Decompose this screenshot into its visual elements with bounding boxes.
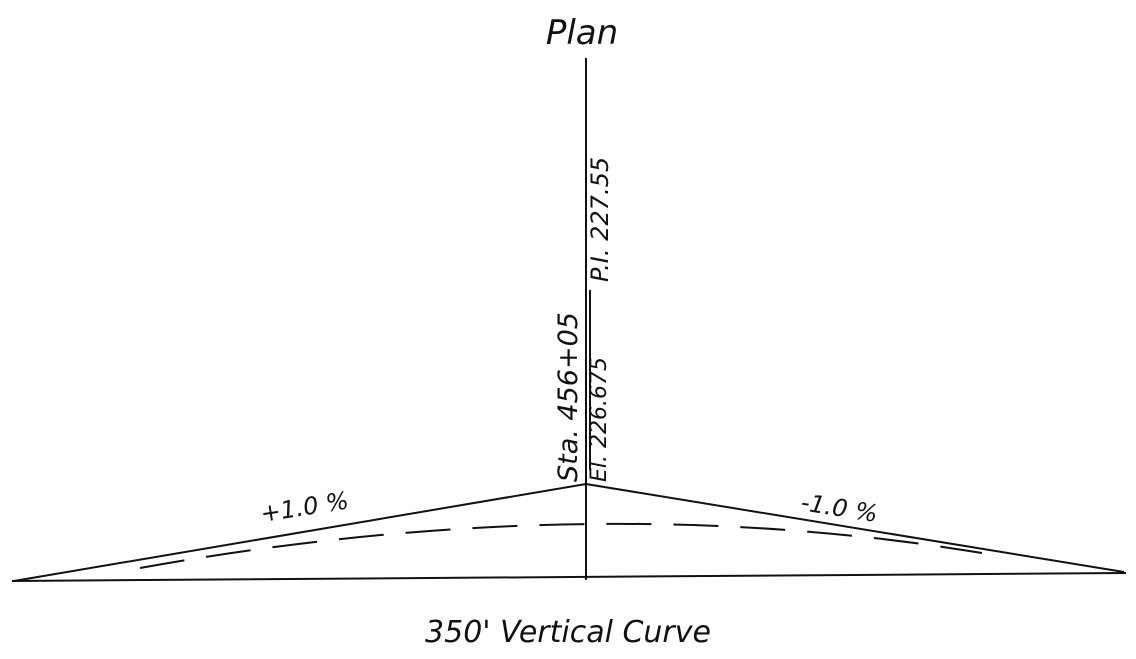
baseline [11,572,1127,582]
right-grade-label: -1.0 % [799,488,880,528]
left-grade-label: +1.0 % [259,486,351,528]
caption: 350' Vertical Curve [425,615,711,650]
vertical-curve [139,522,983,569]
tangent-grades [13,482,1125,582]
title: Plan [546,13,618,53]
elevation-label: El. 226.675 [587,357,612,482]
station-label: Sta. 456+05 [553,312,584,482]
pi-label: P.I. 227.55 [586,157,614,282]
